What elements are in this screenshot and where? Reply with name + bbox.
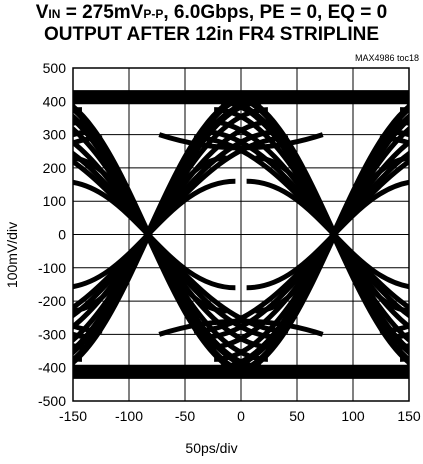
x-tick-label-3: 0: [237, 408, 245, 424]
eye-trace-59: [246, 178, 409, 290]
y-tick-label-9: -400: [38, 360, 66, 376]
y-tick-label-6: -100: [38, 260, 66, 276]
x-tick-label-4: 50: [289, 408, 305, 424]
x-tick-label-1: -100: [115, 408, 143, 424]
chart-title-line2: OUTPUT AFTER 12in FR4 STRIPLINE: [44, 24, 379, 45]
eye-trace-60: [158, 132, 324, 151]
eye-trace-41: [413, 95, 423, 375]
y-tick-label-7: -200: [38, 293, 66, 309]
y-axis: 500 400 300 200 100 0 -100 -200 -300 -400 -500: [38, 60, 66, 409]
x-axis: -150 -100 -50 0 50 100 150: [59, 408, 421, 424]
figure-tag: MAX4986 toc18: [354, 53, 419, 63]
x-tick-label-0: -150: [59, 408, 87, 424]
y-tick-label-5: 0: [58, 227, 66, 243]
eye-trace-40: [413, 95, 423, 375]
y-tick-label-8: -300: [38, 326, 66, 342]
y-tick-label-3: 200: [43, 160, 67, 176]
y-axis-label: 100mV/div: [4, 221, 20, 289]
eye-traces: [73, 90, 423, 379]
x-axis-label: 50ps/div: [185, 440, 238, 456]
y-tick-label-1: 400: [43, 93, 67, 109]
eye-trace-55: [73, 179, 236, 291]
x-tick-label-5: 100: [341, 408, 365, 424]
eye-trace-61: [158, 318, 324, 337]
y-tick-label-2: 300: [43, 127, 67, 143]
y-tick-label-10: -500: [38, 393, 66, 409]
chart-title-line1: VIN = 275mVP-P, 6.0Gbps, PE = 0, EQ = 0: [35, 2, 388, 23]
y-tick-label-4: 100: [43, 193, 67, 209]
y-tick-label-0: 500: [43, 60, 67, 76]
x-tick-label-6: 150: [397, 408, 421, 424]
x-tick-label-2: -50: [175, 408, 195, 424]
